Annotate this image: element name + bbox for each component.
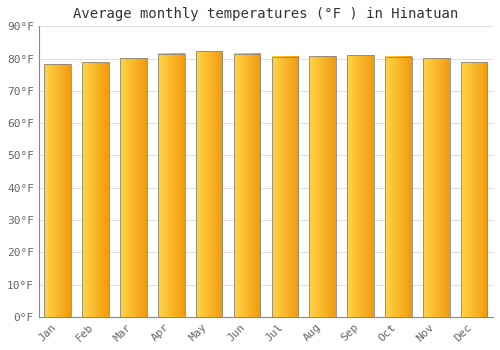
Bar — [272, 57, 298, 317]
Bar — [385, 57, 411, 317]
Bar — [234, 54, 260, 317]
Bar — [461, 62, 487, 317]
Bar — [120, 58, 146, 317]
Bar — [196, 51, 222, 317]
Bar — [310, 56, 336, 317]
Bar — [44, 64, 71, 317]
Bar — [348, 55, 374, 317]
Bar — [82, 62, 109, 317]
Bar — [158, 54, 184, 317]
Title: Average monthly temperatures (°F ) in Hinatuan: Average monthly temperatures (°F ) in Hi… — [74, 7, 458, 21]
Bar — [423, 58, 450, 317]
